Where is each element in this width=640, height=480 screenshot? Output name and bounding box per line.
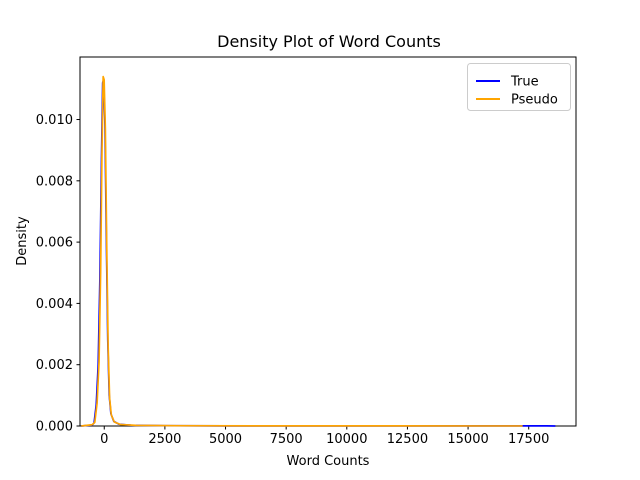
x-tick-label: 17500 bbox=[508, 432, 549, 447]
x-tick-label: 12500 bbox=[387, 432, 428, 447]
x-tick-label: 5000 bbox=[209, 432, 242, 447]
x-tick-label: 10000 bbox=[326, 432, 367, 447]
y-tick-label: 0.002 bbox=[36, 358, 73, 373]
y-tick-label: 0.008 bbox=[36, 174, 73, 189]
kde-curves bbox=[81, 75, 556, 427]
y-tick-label: 0.006 bbox=[36, 236, 73, 251]
x-tick-label: 15000 bbox=[447, 432, 488, 447]
series-line-pseudo bbox=[81, 75, 523, 427]
legend-label-pseudo: Pseudo bbox=[511, 93, 558, 108]
x-axis-ticks: 0 2500 5000 7500 10000 12500 15000 17500 bbox=[100, 426, 549, 447]
y-tick-label: 0.010 bbox=[36, 113, 73, 128]
legend: True Pseudo bbox=[467, 63, 571, 111]
chart-title: Density Plot of Word Counts bbox=[217, 32, 441, 51]
y-tick-label: 0.000 bbox=[36, 420, 73, 435]
x-tick-label: 7500 bbox=[270, 432, 303, 447]
x-tick-label: 2500 bbox=[148, 432, 181, 447]
y-tick-label: 0.004 bbox=[36, 297, 73, 312]
x-tick-label: 0 bbox=[100, 432, 108, 447]
y-axis-label: Density bbox=[15, 216, 30, 266]
y-axis-ticks: 0.000 0.002 0.004 0.006 0.008 0.010 bbox=[36, 113, 80, 435]
legend-label-true: True bbox=[510, 75, 539, 90]
x-axis-label: Word Counts bbox=[287, 454, 370, 469]
